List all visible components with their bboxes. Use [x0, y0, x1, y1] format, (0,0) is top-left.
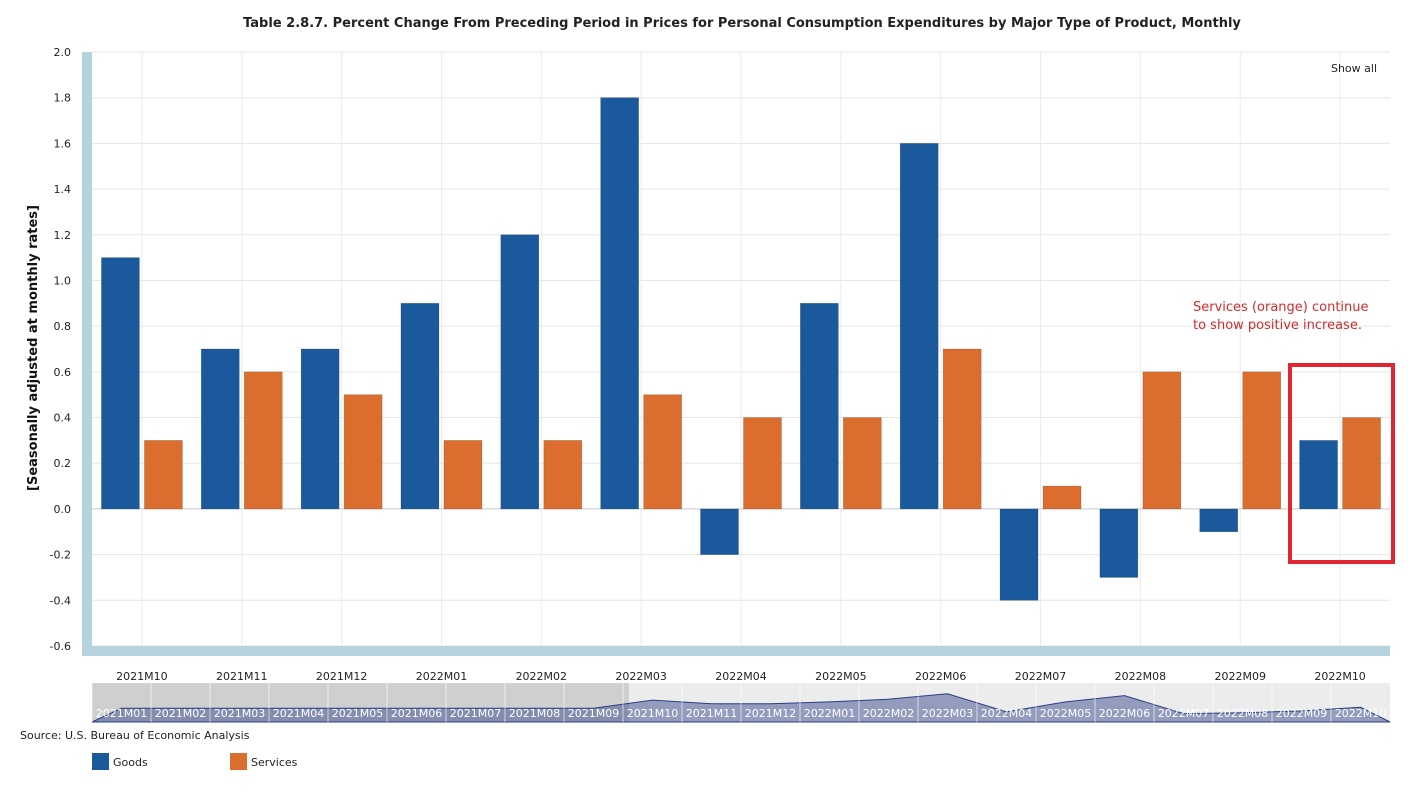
- navigator-label: 2021M10: [627, 707, 678, 720]
- goods-bar-2022M04[interactable]: [700, 508, 739, 555]
- goods-bar-2022M05[interactable]: [800, 303, 839, 510]
- annotation-line-1: Services (orange) continue: [1193, 300, 1369, 315]
- goods-bar-2022M03[interactable]: [600, 97, 639, 510]
- services-bar-2022M04[interactable]: [743, 417, 782, 510]
- y-tick-label: 1.4: [54, 183, 72, 196]
- x-tick-label: 2021M10: [116, 670, 167, 683]
- x-tick-label: 2022M02: [516, 670, 567, 683]
- y-tick-label: -0.4: [50, 594, 71, 607]
- services-bar-2022M10[interactable]: [1342, 417, 1381, 510]
- navigator-label: 2021M12: [745, 707, 796, 720]
- services-bar-2021M11[interactable]: [243, 371, 283, 510]
- x-tick-label: 2022M03: [615, 670, 666, 683]
- navigator-label: 2022M06: [1099, 707, 1150, 720]
- services-bar-2022M09[interactable]: [1242, 371, 1282, 510]
- legend-swatch-services[interactable]: [230, 753, 247, 770]
- show-all-button[interactable]: Show all: [1331, 62, 1377, 75]
- goods-bar-2022M10[interactable]: [1299, 440, 1338, 510]
- goods-bar-2022M09[interactable]: [1199, 508, 1239, 533]
- y-tick-label: 1.0: [54, 274, 72, 287]
- x-tick-label: 2022M05: [815, 670, 866, 683]
- navigator-label: 2021M03: [214, 707, 265, 720]
- y-tick-label: 2.0: [54, 46, 72, 59]
- services-bar-2022M03[interactable]: [643, 394, 682, 510]
- navigator-unselected-mask: [92, 683, 629, 722]
- navigator-label: 2022M10: [1335, 707, 1386, 720]
- bars: [101, 97, 1381, 601]
- navigator-label: 2022M09: [1276, 707, 1327, 720]
- x-tick-label: 2022M06: [915, 670, 966, 683]
- services-bar-2022M06[interactable]: [942, 348, 982, 510]
- y-tick-label: 0.8: [54, 320, 72, 333]
- y-tick-label: 1.8: [54, 92, 72, 105]
- navigator-label: 2021M05: [332, 707, 383, 720]
- y-axis: -0.6 -0.4 -0.2 0.0 0.2 0.4 0.6 0.8 1.0 1.2 1.4 1.6 1…: [50, 46, 92, 656]
- navigator[interactable]: 2021M01 2021M02 2021M03 2021M04 2021M05 2021M…: [91, 683, 1391, 723]
- x-axis-band: [82, 646, 1390, 656]
- services-bar-2022M02[interactable]: [543, 440, 583, 510]
- goods-bar-2022M02[interactable]: [500, 234, 540, 510]
- x-tick-label: 2022M09: [1214, 670, 1265, 683]
- legend-label-services[interactable]: Services: [251, 756, 298, 769]
- y-tick-label: 1.6: [54, 137, 72, 150]
- navigator-label: 2022M07: [1158, 707, 1209, 720]
- navigator-label: 2022M04: [981, 707, 1032, 720]
- x-tick-label: 2022M01: [416, 670, 467, 683]
- legend-swatch-goods[interactable]: [92, 753, 109, 770]
- navigator-label: 2022M08: [1217, 707, 1268, 720]
- services-bar-2021M12[interactable]: [343, 394, 383, 510]
- x-axis: 2021M10 2021M11 2021M12 2022M01 2022M02 2022M…: [82, 646, 1390, 683]
- services-bar-2022M05[interactable]: [843, 417, 882, 510]
- x-tick-label: 2022M08: [1115, 670, 1166, 683]
- y-tick-label: -0.2: [50, 549, 71, 562]
- y-tick-label: 0.2: [54, 457, 72, 470]
- navigator-label: 2022M02: [863, 707, 914, 720]
- goods-bar-2022M06[interactable]: [899, 143, 939, 510]
- chart-title: Table 2.8.7. Percent Change From Precedi…: [243, 16, 1241, 31]
- navigator-label: 2022M01: [804, 707, 855, 720]
- gridlines: [92, 51, 1390, 647]
- navigator-label: 2021M08: [509, 707, 560, 720]
- goods-bar-2021M11[interactable]: [200, 348, 240, 510]
- navigator-label: 2021M09: [568, 707, 619, 720]
- annotation-line-2: to show positive increase.: [1193, 318, 1362, 333]
- highlight-box: [1288, 363, 1395, 564]
- y-tick-label: 0.6: [54, 366, 72, 379]
- y-tick-label: -0.6: [50, 640, 71, 653]
- y-axis-label: [Seasonally adjusted at monthly rates]: [26, 205, 41, 491]
- y-tick-label: 1.2: [54, 229, 72, 242]
- navigator-label: 2022M03: [922, 707, 973, 720]
- navigator-label: 2021M06: [391, 707, 442, 720]
- x-tick-label: 2022M10: [1314, 670, 1365, 683]
- y-axis-band: [82, 52, 92, 656]
- services-bar-2022M08[interactable]: [1142, 371, 1182, 510]
- x-tick-label: 2022M07: [1015, 670, 1066, 683]
- x-tick-label: 2021M11: [216, 670, 267, 683]
- y-tick-label: 0.4: [54, 412, 72, 425]
- navigator-label: 2021M01: [96, 707, 147, 720]
- navigator-label: 2021M04: [273, 707, 324, 720]
- navigator-label: 2022M05: [1040, 707, 1091, 720]
- navigator-label: 2021M02: [155, 707, 206, 720]
- y-tick-label: 0.0: [54, 503, 72, 516]
- goods-bar-2022M01[interactable]: [400, 303, 440, 510]
- services-bar-2022M01[interactable]: [443, 440, 483, 510]
- navigator-label: 2021M11: [686, 707, 737, 720]
- goods-bar-2022M07[interactable]: [999, 508, 1039, 601]
- goods-bar-2022M08[interactable]: [1099, 508, 1139, 578]
- x-tick-label: 2022M04: [715, 670, 766, 683]
- legend-label-goods[interactable]: Goods: [113, 756, 148, 769]
- source-note: Source: U.S. Bureau of Economic Analysis: [20, 729, 250, 742]
- services-bar-2022M07[interactable]: [1042, 485, 1082, 510]
- goods-bar-2021M10[interactable]: [101, 257, 140, 510]
- services-bar-2021M10[interactable]: [144, 440, 183, 510]
- x-tick-label: 2021M12: [316, 670, 367, 683]
- goods-bar-2021M12[interactable]: [300, 348, 340, 510]
- legend: Goods Services: [92, 753, 298, 770]
- navigator-label: 2021M07: [450, 707, 501, 720]
